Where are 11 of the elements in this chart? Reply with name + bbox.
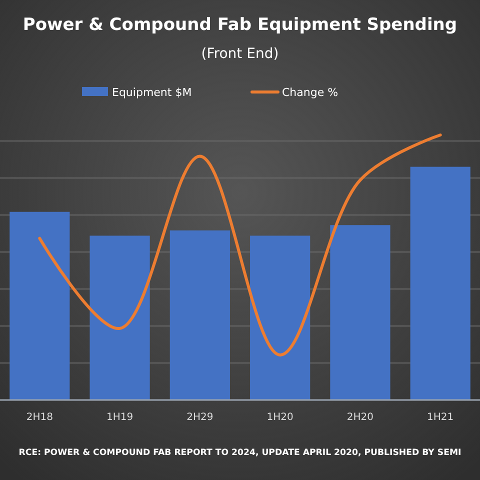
x-tick-label: 1H19 — [106, 412, 134, 423]
legend-label: Change % — [282, 86, 338, 99]
chart-subtitle: (Front End) — [201, 46, 279, 62]
text: RCE: POWER & COMPOUND FAB REPORT TO 2024, UPDATE APRIL 2020, PUBLISHED BY SEMI — [18, 448, 462, 458]
x-tick-label: 1H21 — [427, 412, 454, 423]
chart-title: Power & Compound Fab Equipment Spending — [22, 15, 458, 35]
x-tick-label: 2H29 — [186, 412, 214, 423]
x-tick-label: 2H18 — [26, 412, 53, 423]
x-tick-label: 2H20 — [346, 412, 374, 423]
legend-label: Equipment $M — [112, 86, 192, 99]
x-tick-label: 1H20 — [266, 412, 294, 423]
